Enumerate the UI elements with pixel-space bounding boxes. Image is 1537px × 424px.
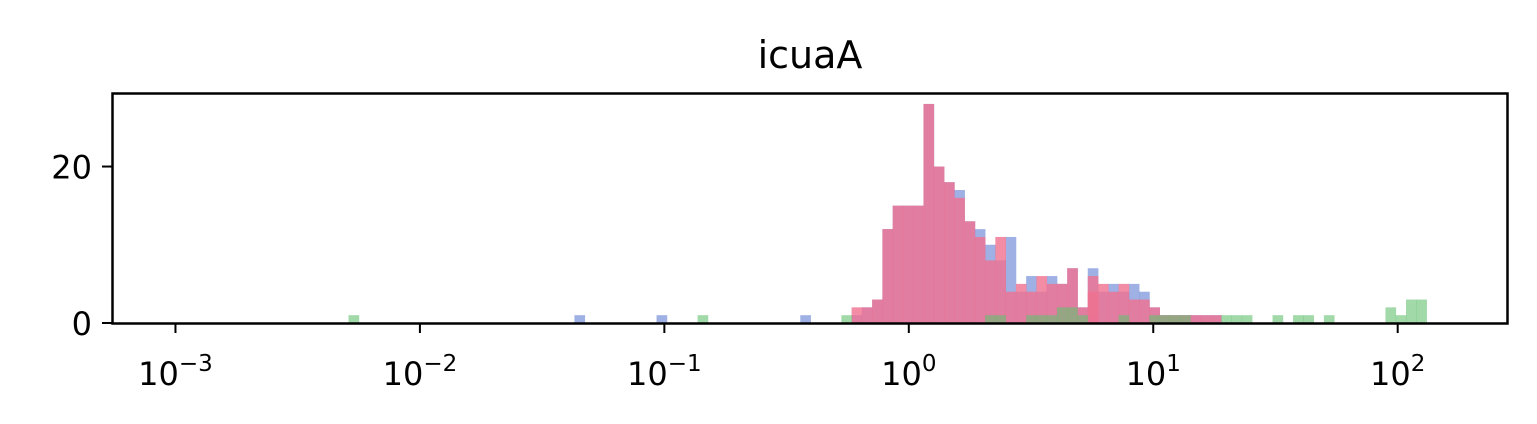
- histogram-bar: [841, 315, 853, 323]
- histogram-bar: [1210, 315, 1222, 323]
- histogram-bar: [1056, 283, 1068, 323]
- histogram-bar: [1149, 315, 1161, 323]
- plot-frame: [111, 92, 1509, 325]
- x-tick-label: 101: [1126, 351, 1181, 393]
- histogram-bar: [1056, 307, 1068, 323]
- histogram-bar: [985, 315, 996, 323]
- histogram-bar: [1046, 283, 1058, 323]
- histogram-bar: [892, 205, 904, 323]
- histogram-bar: [1077, 307, 1089, 323]
- histogram-bar: [1098, 283, 1109, 323]
- histogram-bar: [1118, 315, 1130, 323]
- x-tick-label: 10−1: [627, 351, 702, 393]
- histogram-bar: [882, 229, 894, 323]
- histogram-bar: [861, 307, 873, 323]
- histogram-bar: [1395, 315, 1407, 323]
- x-tick-label: 10−2: [383, 351, 458, 393]
- x-axis: 10−3 10−2 10−1 100 101 102: [138, 323, 1425, 393]
- histogram-bar: [1323, 315, 1335, 323]
- histogram-bar: [348, 315, 360, 323]
- histogram-bar: [1036, 315, 1048, 323]
- histogram-bar: [1406, 299, 1417, 323]
- histogram-bar: [944, 182, 955, 323]
- histogram-bar: [1293, 315, 1304, 323]
- histogram-bar: [1067, 307, 1078, 323]
- histogram-bar: [974, 236, 986, 323]
- histogram-bar: [574, 315, 586, 323]
- histogram-bar: [656, 315, 668, 323]
- histogram-bar: [1005, 236, 1017, 323]
- histogram-bar: [954, 197, 965, 323]
- y-axis: 0 20: [51, 149, 112, 343]
- histogram-bar: [995, 315, 1007, 323]
- histogram-bar: [1026, 291, 1037, 323]
- histogram-bar: [1015, 283, 1027, 323]
- histogram-bar: [1190, 315, 1202, 323]
- histogram-bar: [1087, 291, 1099, 323]
- y-tick-label: 20: [51, 149, 92, 187]
- histogram-bar: [851, 307, 863, 323]
- histogram-bar: [964, 221, 976, 323]
- histogram-bar: [1385, 307, 1397, 323]
- histogram-bar: [1026, 315, 1037, 323]
- chart-title: icuaA: [758, 33, 863, 77]
- y-tick-label: 0: [72, 305, 92, 343]
- histogram-bar: [1149, 307, 1161, 323]
- histogram-bar: [1036, 276, 1048, 323]
- histogram-bar: [1416, 299, 1427, 323]
- histogram-bar: [1169, 315, 1181, 323]
- histogram-bar: [1005, 291, 1017, 323]
- histogram-bar: [1159, 315, 1171, 323]
- histogram-bar: [1303, 315, 1315, 323]
- histogram-bar: [1200, 315, 1212, 323]
- histogram-bar: [1046, 315, 1058, 323]
- histogram-bar: [800, 315, 811, 323]
- histogram-bar: [902, 205, 914, 323]
- histogram-bar: [697, 315, 709, 323]
- histogram-bar: [923, 103, 935, 323]
- histogram-bar: [1118, 283, 1130, 323]
- histogram-bar: [1241, 315, 1253, 323]
- x-tick-label: 102: [1370, 351, 1425, 393]
- histogram-bar: [1128, 299, 1140, 323]
- x-tick-label: 100: [881, 351, 936, 393]
- histogram-bar: [1108, 291, 1119, 323]
- histogram-bar: [1077, 315, 1089, 323]
- histogram-bars: [348, 103, 1427, 323]
- histogram-bar: [995, 236, 1007, 323]
- histogram-bar: [1139, 299, 1150, 323]
- histogram-bar: [1231, 315, 1243, 323]
- x-tick-label: 10−3: [138, 351, 213, 393]
- histogram-bar: [985, 260, 996, 323]
- histogram-bar: [933, 166, 945, 323]
- histogram-bar: [1180, 315, 1191, 323]
- histogram-bar: [1067, 268, 1078, 323]
- histogram-bar: [913, 205, 924, 323]
- histogram-bar: [1221, 315, 1232, 323]
- histogram-bar: [872, 299, 883, 323]
- histogram-bar: [1272, 315, 1284, 323]
